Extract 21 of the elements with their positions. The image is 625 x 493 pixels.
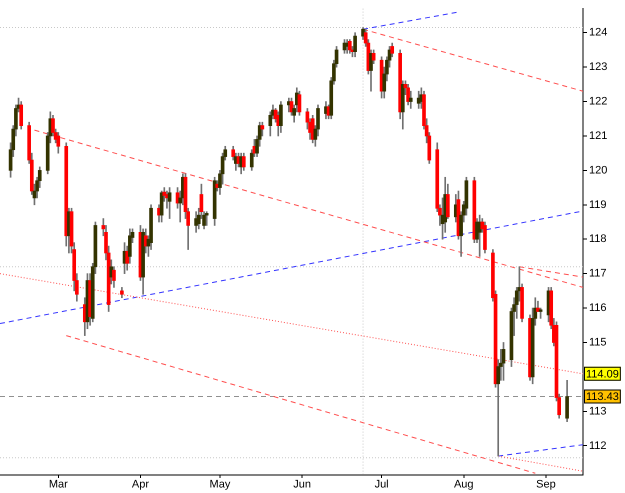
annotation: 114.09: [586, 368, 619, 380]
y-tick-label: 121: [589, 130, 608, 142]
y-tick-label: 124: [589, 26, 608, 39]
y-tick-label: 116: [589, 302, 607, 314]
y-tick-label: 112: [589, 440, 607, 452]
y-tick-label: 115: [589, 336, 607, 349]
x-tick-label: Apr: [132, 478, 150, 491]
y-tick-label: 122: [589, 96, 608, 108]
y-tick-label: 123: [589, 61, 608, 74]
x-tick-label: Mar: [48, 478, 68, 491]
ref-line-label: 113.43: [586, 391, 619, 404]
y-tick-label: 119: [589, 198, 607, 211]
x-tick-label: Sep: [536, 478, 556, 491]
x-tick-label: Aug: [454, 478, 474, 491]
y-tick-label: 120: [589, 164, 608, 176]
y-tick-label: 117: [589, 268, 607, 280]
y-tick-label: 113: [589, 405, 607, 418]
x-tick-label: May: [210, 478, 231, 491]
x-tick-label: Jul: [374, 478, 389, 491]
y-tick-label: 118: [589, 233, 607, 246]
x-tick-label: Jun: [293, 478, 311, 491]
